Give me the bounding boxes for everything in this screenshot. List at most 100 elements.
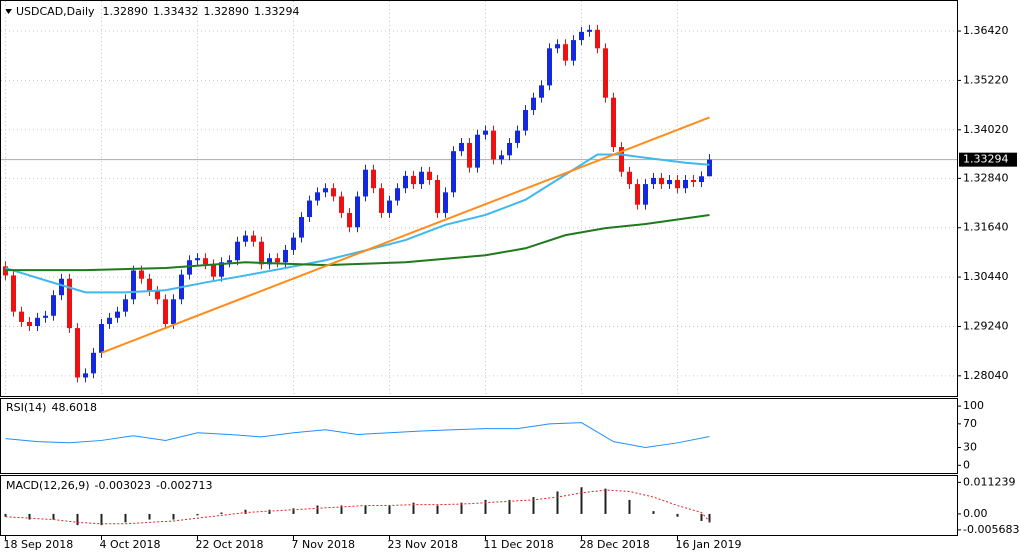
candle-body [115, 311, 120, 318]
price-label-box [959, 152, 1017, 167]
y-tick-label: 1.30440 [963, 270, 1009, 283]
y-tick-label: 70 [963, 417, 977, 430]
y-tick-label: 30 [963, 441, 977, 454]
macd-title: MACD(12,26,9) [6, 479, 90, 492]
candle-body [483, 130, 488, 135]
candle-body [43, 315, 48, 318]
ohlc-close: 1.33294 [254, 5, 300, 18]
candle-body [355, 196, 360, 228]
candle-body [259, 241, 264, 265]
y-tick-label: -0.005683 [963, 523, 1019, 536]
candle-body [219, 262, 224, 277]
ohlc-low: 1.32890 [204, 5, 250, 18]
candle-body [211, 264, 216, 277]
indicator-line [5, 153, 710, 294]
y-tick-label: 1.29240 [963, 319, 1009, 332]
candle-body [147, 278, 152, 292]
x-tick-label: 23 Nov 2018 [388, 538, 458, 551]
y-tick-label: 1.31640 [963, 221, 1009, 234]
rsi-line [5, 422, 710, 449]
x-tick-label: 11 Dec 2018 [484, 538, 554, 551]
candle-body [19, 311, 24, 322]
y-tick-label: 1.35220 [963, 73, 1009, 86]
candle-body [627, 171, 632, 185]
candle-body [251, 235, 256, 242]
rsi-value: 48.6018 [51, 401, 97, 414]
candle-body [611, 97, 616, 148]
candle-body [691, 179, 696, 183]
candle-body [347, 212, 352, 228]
candle-body [451, 151, 456, 193]
candle-body [387, 200, 392, 213]
candle-body [11, 275, 16, 312]
x-tick-label: 16 Jan 2019 [676, 538, 742, 551]
candle-body [403, 175, 408, 189]
candle-body [643, 184, 648, 205]
candle-body [443, 192, 448, 213]
x-tick-label: 4 Oct 2018 [100, 538, 161, 551]
candle-body [107, 317, 112, 324]
y-tick-label: 1.34020 [963, 123, 1009, 136]
candle-body [283, 249, 288, 263]
candle-body [563, 44, 568, 61]
candle-body [235, 241, 240, 261]
y-tick-label: 100 [963, 399, 984, 412]
candle-body [595, 29, 600, 49]
candle-body [187, 260, 192, 275]
candle-body [59, 278, 64, 296]
candle-body [123, 299, 128, 312]
candle-body [467, 142, 472, 168]
candle-body [323, 188, 328, 193]
candle-body [155, 291, 160, 300]
rsi-header: RSI(14) 48.6018 [6, 401, 97, 414]
candle-body [195, 258, 200, 261]
candle-body [99, 323, 104, 353]
candle-body [427, 171, 432, 180]
candle-body [587, 29, 592, 32]
candle-body [699, 176, 704, 183]
candle-body [659, 177, 664, 185]
candle-body [331, 188, 336, 197]
candle-body [299, 217, 304, 238]
candle-body [619, 147, 624, 172]
x-tick-label: 28 Dec 2018 [580, 538, 650, 551]
candle-body [635, 184, 640, 205]
candle-body [411, 175, 416, 185]
candle-body [51, 295, 56, 316]
candle-body [515, 130, 520, 143]
candle-body [675, 179, 680, 189]
candle-body [75, 328, 80, 378]
y-tick-label: 0.011239 [963, 475, 1016, 488]
signal-line [5, 489, 710, 525]
candle-body [307, 200, 312, 218]
y-tick-label: 1.32840 [963, 171, 1009, 184]
candle-body [27, 321, 32, 327]
candle-body [491, 130, 496, 160]
candle-body [171, 299, 176, 324]
candle-body [91, 352, 96, 374]
candle-body [547, 48, 552, 86]
symbol: USDCAD,Daily [16, 5, 95, 18]
y-tick-label: 1.36420 [963, 24, 1009, 37]
macd-value: -0.003023 [95, 479, 151, 492]
menu-triangle [5, 9, 12, 14]
chart-header: USDCAD,Daily 1.32890 1.33432 1.32890 1.33294 [16, 5, 300, 18]
candle-body [83, 373, 88, 378]
ohlc-open: 1.32890 [103, 5, 149, 18]
rsi-panel [0, 398, 958, 474]
ohlc-high: 1.33432 [153, 5, 199, 18]
candle-body [379, 188, 384, 213]
indicator-line [101, 116, 710, 354]
candle-body [667, 179, 672, 185]
candle-body [531, 97, 536, 111]
candle-body [267, 258, 272, 265]
price-label: 1.33294 [963, 153, 1009, 166]
x-tick-label: 22 Oct 2018 [196, 538, 264, 551]
rsi-title: RSI(14) [6, 401, 46, 414]
macd-header: MACD(12,26,9) -0.003023 -0.002713 [6, 479, 212, 492]
y-tick-label: 0 [963, 458, 970, 471]
candle-body [339, 196, 344, 213]
candle-body [555, 44, 560, 49]
